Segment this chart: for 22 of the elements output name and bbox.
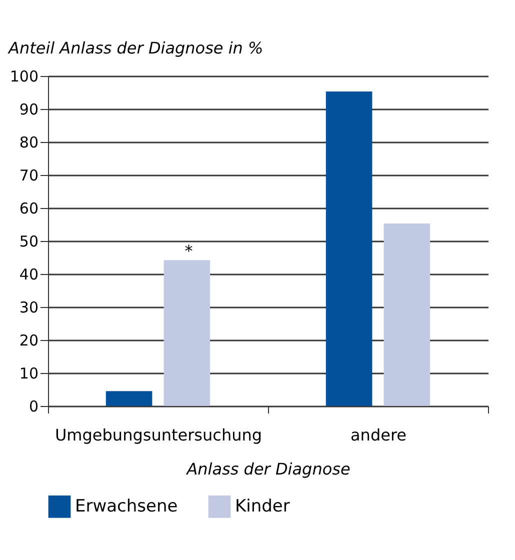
y-tick-label: 50 (19, 232, 38, 250)
y-tick-label: 90 (19, 100, 38, 118)
y-tick-label: 100 (10, 68, 38, 86)
y-tick-label: 70 (19, 166, 38, 184)
bar (106, 391, 152, 406)
y-tick-label: 60 (19, 200, 38, 218)
y-tick-label: 30 (19, 298, 38, 316)
legend-label: Erwachsene (75, 496, 178, 517)
x-tick-label: andere (350, 426, 407, 444)
x-axis-title: Anlass der Diagnose (186, 460, 350, 478)
x-tick-label: Umgebungsuntersuchung (54, 426, 262, 444)
bar (326, 92, 372, 406)
y-axis-title: Anteil Anlass der Diagnose in % (8, 38, 264, 58)
y-tick-label: 10 (19, 364, 38, 382)
y-tick-label: 40 (19, 266, 38, 284)
y-tick-label: 0 (28, 398, 38, 416)
bar (384, 224, 430, 406)
legend-label: Kinder (235, 496, 290, 517)
bar (164, 260, 210, 406)
annotation: * (184, 242, 193, 261)
y-tick-label: 80 (19, 134, 38, 152)
y-tick-label: 20 (19, 332, 38, 350)
